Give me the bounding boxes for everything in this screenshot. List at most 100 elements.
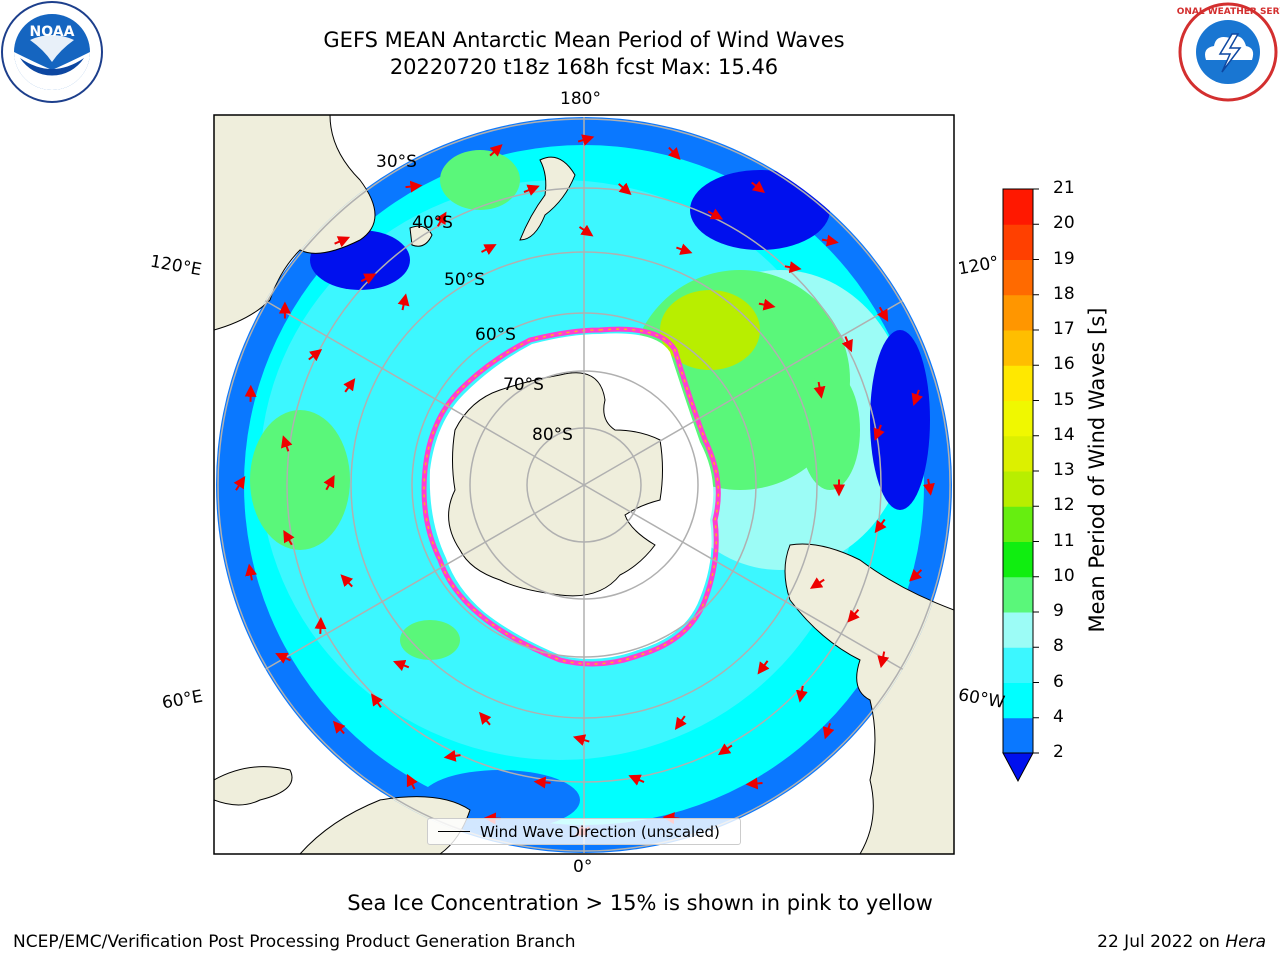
colorbar-segment xyxy=(1003,294,1033,331)
colorbar-segment xyxy=(1003,189,1033,225)
lat-label-70s: 70°S xyxy=(503,375,544,395)
wave-direction-arrow xyxy=(909,569,923,582)
footer-machine: Hera xyxy=(1225,932,1266,952)
svg-text:NOAA: NOAA xyxy=(30,24,75,40)
wave-direction-arrow xyxy=(406,773,418,790)
wave-direction-arrow xyxy=(628,774,645,786)
colorbar-segment xyxy=(1003,717,1033,754)
wave-direction-arrow xyxy=(668,146,681,160)
lat-label-40s: 40°S xyxy=(412,213,453,233)
colorbar-segment xyxy=(1003,612,1033,648)
colorbar-tick-label: 12 xyxy=(1053,495,1075,516)
colorbar-tick-label: 16 xyxy=(1053,354,1075,375)
footer-date: 22 Jul 2022 on Hera xyxy=(1097,932,1266,952)
wave-direction-arrow xyxy=(435,211,447,227)
sea-ice-note: Sea Ice Concentration > 15% is shown in … xyxy=(347,891,933,915)
wave-direction-arrow xyxy=(578,224,594,237)
footer-date-text: 22 Jul 2022 on xyxy=(1097,932,1220,952)
colorbar-segment xyxy=(1003,259,1033,296)
footer-credit: NCEP/EMC/Verification Post Processing Pr… xyxy=(13,932,576,952)
wave-direction-arrow xyxy=(281,435,293,452)
wave-direction-arrow xyxy=(371,693,383,708)
wave-direction-arrow xyxy=(809,577,825,589)
wave-direction-arrow xyxy=(676,243,693,255)
colorbar-tick-label: 10 xyxy=(1053,565,1075,586)
noaa-logo-icon: NOAA xyxy=(1,1,103,103)
colorbar-tick-label: 15 xyxy=(1053,389,1075,410)
colorbar-tick-label: 13 xyxy=(1053,460,1075,480)
wave-direction-arrow xyxy=(674,715,687,730)
wave-direction-arrow xyxy=(275,652,291,664)
lat-label-30s: 30°S xyxy=(376,152,417,172)
wave-direction-arrow xyxy=(707,208,724,220)
wave-direction-arrow xyxy=(523,184,540,196)
colorbar-segment xyxy=(1003,330,1033,366)
wave-direction-arrow xyxy=(393,659,410,672)
colorbar-tick-label: 19 xyxy=(1053,248,1075,269)
wave-direction-arrow xyxy=(813,381,826,399)
colorbar-tick-label: 14 xyxy=(1053,424,1075,445)
graticule xyxy=(217,117,951,853)
wave-direction-arrow xyxy=(784,261,802,274)
svg-text:NATIONAL WEATHER SERVICE: NATIONAL WEATHER SERVICE xyxy=(1176,7,1280,17)
chart-title: GEFS MEAN Antarctic Mean Period of Wind … xyxy=(323,28,845,52)
wave-direction-arrow xyxy=(332,720,346,735)
colorbar-segment xyxy=(1003,682,1033,719)
colorbar-segment xyxy=(1003,365,1033,401)
wave-direction-arrow xyxy=(481,244,497,255)
wave-direction-arrow xyxy=(283,530,295,546)
wave-direction-arrow xyxy=(233,475,246,491)
wave-direction-arrow xyxy=(821,234,839,247)
colorbar-segment xyxy=(1003,435,1033,472)
colorbar-segment xyxy=(1003,471,1033,507)
wave-direction-arrow xyxy=(911,389,923,406)
wave-direction-arrow xyxy=(873,424,885,441)
lat-label-60s: 60°S xyxy=(475,325,516,345)
wave-direction-arrow xyxy=(745,777,763,790)
wave-direction-arrow xyxy=(847,609,860,623)
colorbar-segment xyxy=(1003,647,1033,683)
legend-line-icon xyxy=(438,831,470,832)
colorbar-segment xyxy=(1003,400,1033,437)
colorbar-tick-label: 18 xyxy=(1053,283,1075,304)
colorbar-tick-label: 20 xyxy=(1053,213,1075,234)
wave-direction-arrow xyxy=(874,518,887,534)
colorbar-label: Mean Period of Wind Waves [s] xyxy=(1085,307,1109,633)
lon-label-0: 0° xyxy=(573,857,593,877)
wave-direction-arrow xyxy=(245,563,257,581)
wave-direction-arrow xyxy=(397,293,410,311)
legend-label: Wind Wave Direction (unscaled) xyxy=(480,822,720,841)
colorbar-segment xyxy=(1003,224,1033,260)
wave-direction-arrow xyxy=(340,574,354,588)
wave-direction-arrow xyxy=(717,743,733,756)
wave-direction-arrow xyxy=(443,749,461,762)
wave-direction-arrow xyxy=(795,685,808,703)
colorbar-tick-label: 17 xyxy=(1053,319,1075,339)
wave-direction-arrow xyxy=(841,336,853,353)
chart-subtitle: 20220720 t18z 168h fcst Max: 15.46 xyxy=(389,55,779,79)
wave-direction-arrow xyxy=(323,474,335,491)
wave-direction-arrow xyxy=(758,298,776,311)
lat-label-50s: 50°S xyxy=(444,270,485,290)
wave-direction-arrow xyxy=(334,236,351,248)
wave-direction-arrow xyxy=(533,776,551,789)
colorbar-tick-label: 11 xyxy=(1053,530,1075,551)
wave-direction-arrow xyxy=(405,180,423,193)
antarctica-land xyxy=(448,372,663,597)
colorbar-tick-label: 8 xyxy=(1053,636,1064,657)
colorbar-segment xyxy=(1003,506,1033,542)
lat-label-80s: 80°S xyxy=(532,425,573,445)
wave-direction-arrow xyxy=(360,273,377,285)
colorbar-tick-label: 4 xyxy=(1053,706,1064,727)
colorbar-tick-label: 6 xyxy=(1053,671,1064,692)
wave-direction-arrow xyxy=(877,306,889,322)
colorbar-tick-label: 9 xyxy=(1053,601,1064,621)
wave-direction-arrow xyxy=(343,378,356,393)
wave-direction-arrow xyxy=(822,722,835,740)
wave-direction-arrow xyxy=(618,182,632,196)
wave-direction-arrow xyxy=(572,734,590,746)
colorbar-segment xyxy=(1003,576,1033,613)
wave-direction-arrow xyxy=(308,348,323,362)
map-frame xyxy=(213,114,955,855)
